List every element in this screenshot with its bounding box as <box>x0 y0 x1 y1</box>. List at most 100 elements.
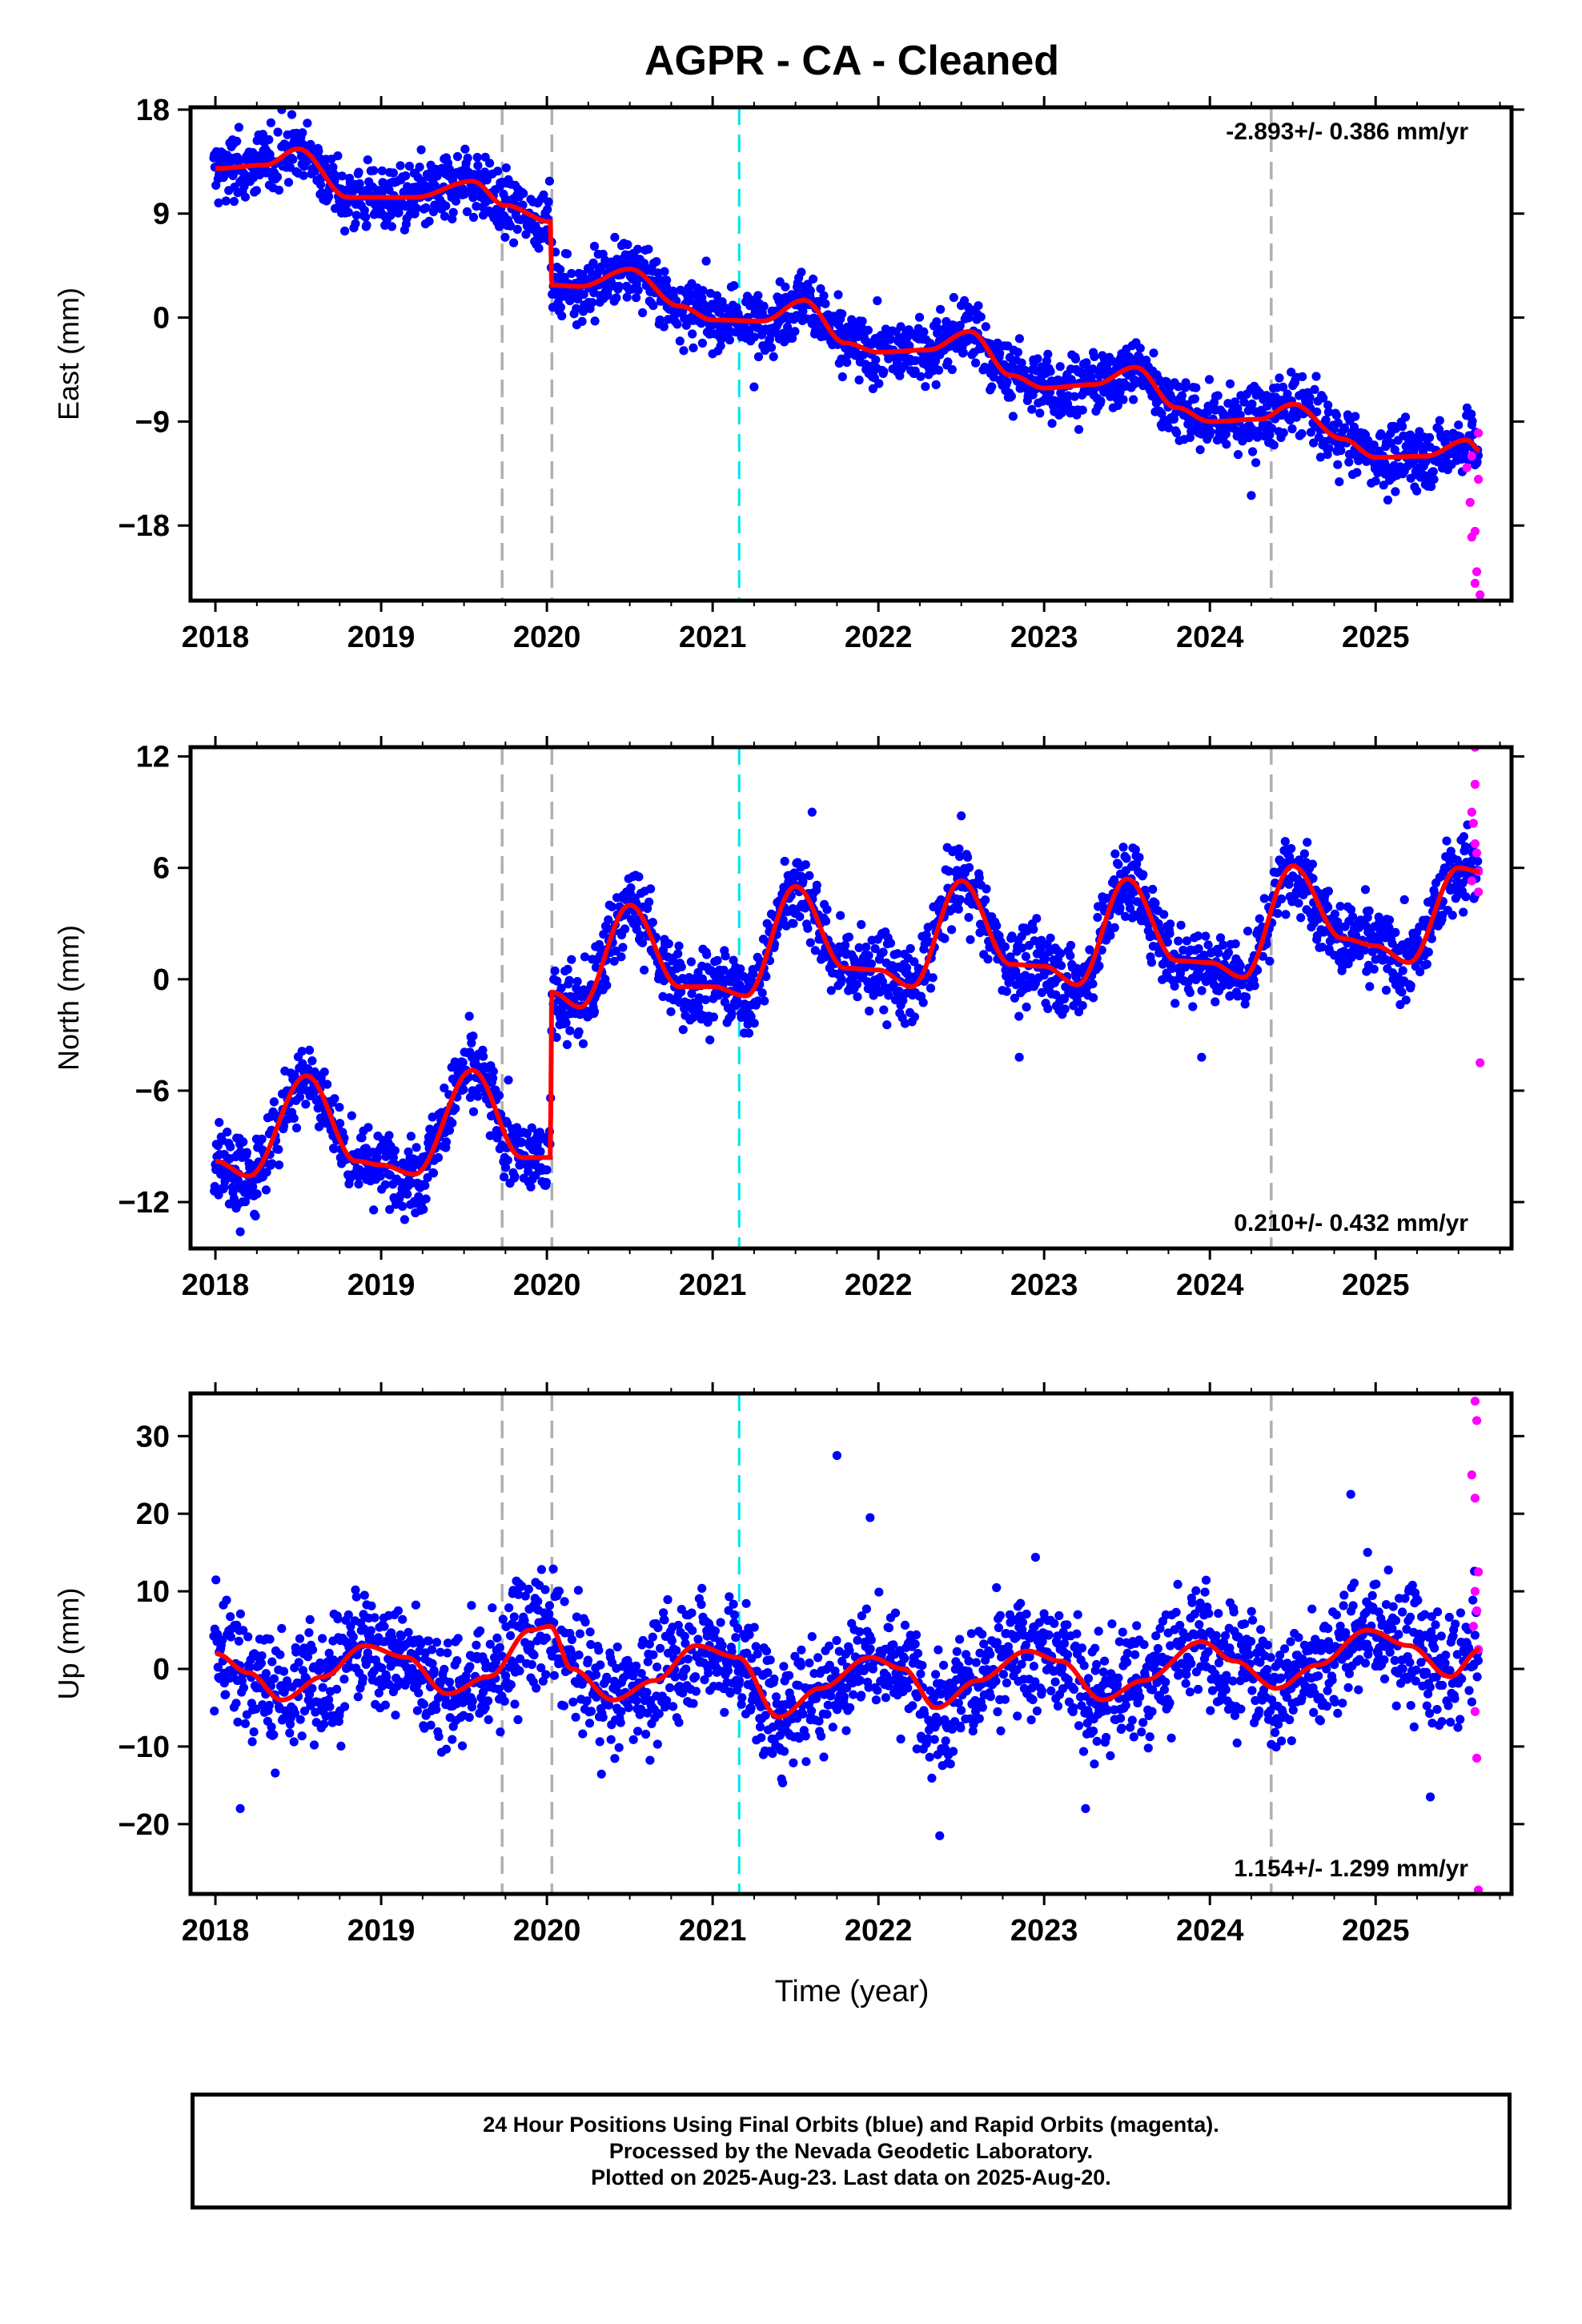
final-orbit-point <box>440 211 450 221</box>
final-orbit-point <box>821 916 831 926</box>
final-orbit-point <box>879 367 889 376</box>
final-orbit-point <box>291 1123 302 1133</box>
final-orbit-point <box>701 256 711 266</box>
final-orbit-point <box>622 292 632 302</box>
final-orbit-point <box>678 1025 688 1035</box>
final-orbit-point <box>335 1103 344 1112</box>
rapid-orbit-point <box>1467 876 1476 886</box>
final-orbit-point <box>909 1012 920 1022</box>
final-orbit-point <box>1085 945 1094 955</box>
final-orbit-point <box>884 991 893 1000</box>
final-orbit-point <box>885 939 896 948</box>
final-orbit-point <box>623 239 632 250</box>
final-orbit-point <box>745 325 754 335</box>
final-orbit-point <box>283 178 294 187</box>
final-orbit-point <box>801 860 810 870</box>
final-orbit-point <box>367 1601 376 1610</box>
final-orbit-point <box>492 1633 502 1642</box>
final-orbit-point <box>724 324 733 334</box>
final-orbit-point <box>370 1613 379 1622</box>
final-orbit-point <box>1247 399 1257 408</box>
final-orbit-point <box>565 1026 575 1035</box>
final-orbit-point <box>719 965 729 975</box>
final-orbit-point <box>1310 384 1319 394</box>
final-orbit-point <box>419 1204 428 1214</box>
final-orbit-point <box>749 382 759 392</box>
final-orbit-point <box>412 203 421 213</box>
final-orbit-point <box>295 1634 305 1643</box>
final-orbit-point <box>992 921 1002 931</box>
final-orbit-point <box>468 193 478 203</box>
final-orbit-point <box>359 1590 369 1600</box>
final-orbit-point <box>725 335 735 345</box>
final-orbit-point <box>401 171 411 181</box>
final-orbit-point <box>760 996 769 1006</box>
final-orbit-point <box>414 1192 424 1201</box>
final-orbit-point <box>572 1612 582 1622</box>
final-orbit-point <box>1165 929 1174 939</box>
final-orbit-point <box>552 1032 561 1042</box>
final-orbit-point <box>441 1137 452 1147</box>
final-orbit-point <box>266 118 275 127</box>
final-orbit-point <box>1215 933 1226 943</box>
final-orbit-point <box>788 333 797 343</box>
final-orbit-point <box>500 1172 509 1182</box>
figure-title: AGPR - CA - Cleaned <box>644 38 1059 84</box>
final-orbit-point <box>1176 920 1186 930</box>
final-orbit-point <box>543 204 552 215</box>
final-orbit-point <box>532 1683 541 1693</box>
panel-frame <box>188 745 1514 1251</box>
final-orbit-point <box>441 1744 452 1754</box>
final-orbit-point <box>536 1565 547 1574</box>
final-orbit-point <box>783 322 793 332</box>
final-orbit-point <box>1401 995 1411 1005</box>
final-orbit-point <box>247 1737 257 1747</box>
final-orbit-point <box>267 1722 276 1732</box>
final-orbit-point <box>358 1674 367 1683</box>
final-orbit-point <box>1056 961 1066 971</box>
final-orbit-point <box>485 159 495 168</box>
final-orbit-point <box>1324 444 1334 453</box>
final-orbit-point <box>1360 885 1371 895</box>
final-orbit-point <box>1459 907 1468 917</box>
final-orbit-point <box>1423 947 1433 957</box>
final-orbit-point <box>243 1632 253 1642</box>
final-orbit-point <box>1412 486 1422 496</box>
final-orbit-point <box>612 293 621 303</box>
final-orbit-point <box>403 1189 412 1199</box>
final-orbit-point <box>428 1168 439 1178</box>
final-orbit-point <box>981 322 990 332</box>
final-orbit-point <box>297 1047 307 1056</box>
final-orbit-point <box>795 912 805 922</box>
final-orbit-point <box>1446 846 1456 856</box>
final-orbit-point <box>914 312 925 322</box>
final-orbit-point <box>412 1143 421 1152</box>
final-orbit-point <box>452 151 463 162</box>
final-orbit-point <box>721 951 730 961</box>
final-orbit-point <box>1219 940 1228 950</box>
final-orbit-point <box>1115 903 1125 913</box>
final-orbit-point <box>279 1667 289 1676</box>
final-orbit-point <box>1211 997 1220 1007</box>
final-orbit-point <box>301 1100 311 1109</box>
final-orbit-point <box>1467 409 1476 419</box>
final-orbit-point <box>480 1703 490 1712</box>
final-orbit-point <box>1323 407 1333 417</box>
final-orbit-point <box>541 1633 552 1642</box>
final-orbit-point <box>234 1636 243 1646</box>
final-orbit-point <box>666 1007 676 1016</box>
final-orbit-point <box>335 1119 345 1128</box>
final-orbit-point <box>566 1647 576 1656</box>
final-orbit-point <box>516 1654 525 1663</box>
final-orbit-point <box>1473 856 1483 866</box>
final-orbit-point <box>1398 966 1407 975</box>
final-orbit-point <box>526 1182 536 1192</box>
final-orbit-point <box>736 964 745 974</box>
final-orbit-point <box>921 382 930 392</box>
final-orbit-point <box>1118 842 1128 852</box>
final-orbit-point <box>340 226 350 236</box>
final-orbit-point <box>1364 906 1374 915</box>
final-orbit-point <box>1333 917 1343 927</box>
final-orbit-point <box>1006 392 1016 401</box>
final-orbit-point <box>1391 487 1400 497</box>
